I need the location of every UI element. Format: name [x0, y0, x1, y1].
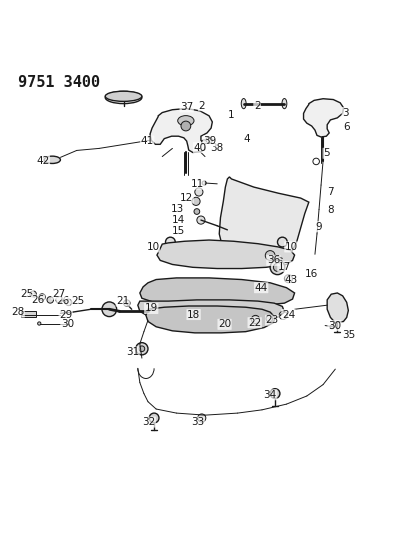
- Text: 26: 26: [56, 296, 70, 306]
- Circle shape: [270, 389, 279, 399]
- Circle shape: [102, 302, 116, 317]
- Text: 23: 23: [265, 315, 278, 325]
- Circle shape: [312, 158, 319, 165]
- Text: 18: 18: [187, 310, 200, 320]
- Text: 14: 14: [171, 215, 185, 225]
- Polygon shape: [21, 311, 36, 318]
- Text: 25: 25: [20, 289, 33, 299]
- Circle shape: [194, 188, 202, 196]
- Ellipse shape: [44, 156, 60, 164]
- Circle shape: [165, 237, 175, 247]
- Circle shape: [180, 121, 190, 131]
- Text: 35: 35: [341, 330, 354, 340]
- Text: 8: 8: [326, 205, 333, 215]
- Text: 41: 41: [140, 136, 153, 146]
- Text: 43: 43: [284, 274, 297, 285]
- Text: 2: 2: [198, 101, 204, 111]
- Text: 26: 26: [31, 295, 45, 305]
- Circle shape: [329, 325, 333, 329]
- Polygon shape: [157, 240, 294, 269]
- Text: 13: 13: [170, 204, 184, 214]
- Text: 9: 9: [314, 222, 321, 232]
- Circle shape: [65, 299, 72, 305]
- Text: 36: 36: [266, 255, 279, 265]
- Circle shape: [47, 297, 54, 303]
- Text: 22: 22: [247, 318, 261, 328]
- Text: 30: 30: [61, 319, 74, 329]
- Text: 15: 15: [171, 225, 185, 236]
- Circle shape: [193, 209, 199, 214]
- Text: 4: 4: [243, 134, 249, 144]
- Circle shape: [139, 346, 144, 352]
- Polygon shape: [303, 99, 343, 137]
- Circle shape: [277, 237, 287, 247]
- Text: 12: 12: [180, 193, 193, 203]
- Circle shape: [205, 137, 212, 143]
- Circle shape: [135, 343, 148, 355]
- Circle shape: [38, 322, 41, 325]
- Circle shape: [201, 140, 206, 145]
- Ellipse shape: [105, 91, 142, 103]
- Text: 25: 25: [71, 296, 84, 306]
- Text: 7: 7: [326, 188, 333, 197]
- Text: 29: 29: [59, 310, 72, 320]
- Circle shape: [196, 216, 204, 224]
- Polygon shape: [146, 306, 274, 333]
- Text: 16: 16: [304, 269, 317, 279]
- Circle shape: [39, 294, 45, 300]
- Ellipse shape: [105, 91, 142, 101]
- Circle shape: [149, 413, 159, 423]
- Text: 19: 19: [144, 303, 157, 313]
- Circle shape: [273, 263, 281, 271]
- Text: 33: 33: [191, 417, 204, 427]
- Text: 32: 32: [142, 417, 155, 427]
- Text: 38: 38: [210, 143, 223, 154]
- Text: 44: 44: [254, 282, 267, 293]
- Circle shape: [123, 300, 130, 306]
- Text: 28: 28: [11, 307, 24, 317]
- Text: 9751 3400: 9751 3400: [18, 75, 99, 90]
- Text: 42: 42: [36, 156, 49, 166]
- Text: 10: 10: [146, 242, 159, 252]
- Polygon shape: [139, 278, 294, 306]
- Text: 27: 27: [52, 289, 65, 299]
- Ellipse shape: [177, 116, 193, 126]
- Text: 10: 10: [284, 242, 297, 252]
- Circle shape: [197, 414, 205, 422]
- Polygon shape: [137, 300, 284, 324]
- Text: 31: 31: [126, 347, 139, 357]
- Text: 21: 21: [116, 296, 129, 306]
- Text: 20: 20: [218, 319, 231, 329]
- Circle shape: [30, 291, 36, 297]
- Circle shape: [265, 251, 274, 261]
- Ellipse shape: [281, 99, 286, 109]
- Text: 30: 30: [327, 320, 340, 330]
- Ellipse shape: [240, 99, 245, 109]
- Text: 11: 11: [191, 179, 204, 189]
- Text: 40: 40: [193, 143, 206, 152]
- Text: 5: 5: [322, 148, 329, 158]
- Text: 3: 3: [342, 108, 348, 118]
- Text: 37: 37: [180, 102, 193, 112]
- Circle shape: [191, 197, 200, 205]
- Circle shape: [56, 297, 62, 303]
- Text: 17: 17: [277, 262, 290, 271]
- Circle shape: [270, 260, 284, 274]
- Text: 24: 24: [281, 310, 294, 320]
- Text: 6: 6: [343, 122, 349, 132]
- Polygon shape: [326, 293, 348, 322]
- Text: 1: 1: [227, 110, 234, 120]
- Circle shape: [284, 274, 292, 283]
- Circle shape: [202, 181, 206, 185]
- Polygon shape: [219, 177, 308, 259]
- Polygon shape: [150, 109, 212, 152]
- Text: 34: 34: [263, 390, 276, 400]
- Text: 2: 2: [253, 101, 260, 111]
- Text: 39: 39: [203, 136, 216, 146]
